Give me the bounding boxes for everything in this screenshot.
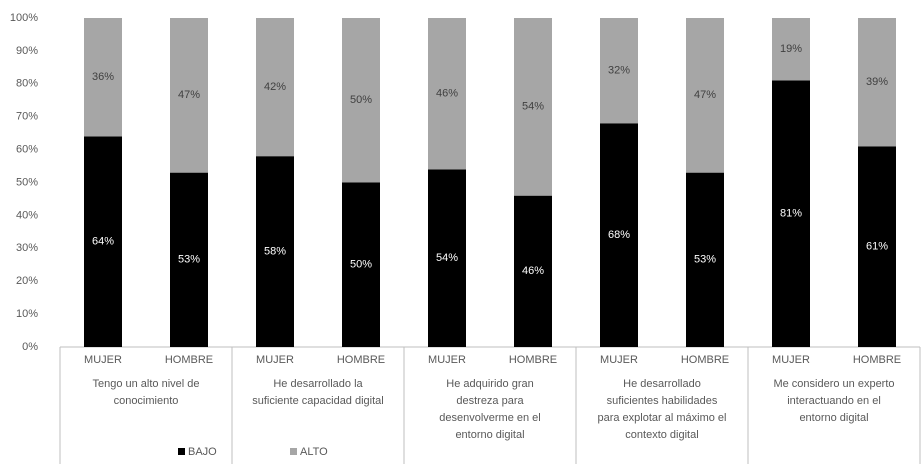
legend-swatch: [178, 448, 185, 455]
data-label: 19%: [780, 43, 802, 55]
x-tick-label: HOMBRE: [681, 354, 729, 366]
y-tick-label: 0%: [22, 341, 38, 353]
bar-segment: [600, 18, 638, 124]
data-label: 39%: [866, 76, 888, 88]
bar-segment: [84, 136, 122, 347]
group-label: He adquirido gran: [446, 378, 533, 390]
x-tick-label: MUJER: [772, 354, 810, 366]
data-label: 61%: [866, 241, 888, 253]
y-tick-label: 50%: [16, 176, 38, 188]
bar-segment: [170, 172, 208, 347]
data-label: 46%: [436, 88, 458, 100]
group-label: entorno digital: [799, 412, 868, 424]
bar-segment: [84, 18, 122, 137]
legend-swatch: [290, 448, 297, 455]
group-label: suficientes habilidades: [607, 395, 718, 407]
x-tick-label: HOMBRE: [337, 354, 385, 366]
x-tick-label: HOMBRE: [165, 354, 213, 366]
data-label: 42%: [264, 81, 286, 93]
group-label: entorno digital: [455, 429, 524, 441]
bar-segment: [772, 18, 810, 81]
data-label: 64%: [92, 236, 114, 248]
x-tick-label: MUJER: [600, 354, 638, 366]
bar-segment: [342, 182, 380, 347]
y-tick-label: 20%: [16, 275, 38, 287]
bar-segment: [600, 123, 638, 347]
data-label: 54%: [522, 101, 544, 113]
data-label: 68%: [608, 229, 630, 241]
bar-segment: [342, 18, 380, 183]
data-label: 81%: [780, 208, 802, 220]
group-label: suficiente capacidad digital: [252, 395, 383, 407]
group-label: destreza para: [456, 395, 524, 407]
bar-segment: [686, 172, 724, 347]
bar-segment: [686, 18, 724, 173]
x-tick-label: HOMBRE: [853, 354, 901, 366]
bar-segment: [428, 169, 466, 347]
x-tick-label: MUJER: [428, 354, 466, 366]
group-label: contexto digital: [625, 429, 698, 441]
group-label: para explotar al máximo el: [597, 412, 726, 424]
bar-segment: [256, 18, 294, 157]
x-tick-label: MUJER: [84, 354, 122, 366]
data-label: 32%: [608, 65, 630, 77]
bar-segment: [256, 156, 294, 347]
y-tick-label: 10%: [16, 308, 38, 320]
y-tick-label: 30%: [16, 242, 38, 254]
y-tick-label: 80%: [16, 78, 38, 90]
bar-segment: [514, 18, 552, 196]
group-label: interactuando en el: [787, 395, 881, 407]
data-label: 50%: [350, 94, 372, 106]
group-label: Me considero un experto: [773, 378, 894, 390]
data-label: 47%: [178, 89, 200, 101]
data-label: 50%: [350, 259, 372, 271]
legend-label: BAJO: [188, 446, 217, 458]
y-tick-label: 40%: [16, 209, 38, 221]
data-label: 47%: [694, 89, 716, 101]
bar-segment: [428, 18, 466, 170]
group-label: conocimiento: [114, 395, 179, 407]
bar-segment: [858, 18, 896, 147]
data-label: 53%: [694, 254, 716, 266]
data-label: 36%: [92, 71, 114, 83]
y-tick-label: 60%: [16, 144, 38, 156]
y-tick-label: 70%: [16, 111, 38, 123]
group-label: He desarrollado: [623, 378, 701, 390]
bar-segment: [170, 18, 208, 173]
legend-label: ALTO: [300, 446, 328, 458]
y-tick-label: 90%: [16, 45, 38, 57]
group-label: He desarrollado la: [273, 378, 363, 390]
data-label: 53%: [178, 254, 200, 266]
y-tick-label: 100%: [10, 12, 38, 24]
bar-segment: [858, 146, 896, 347]
x-tick-label: HOMBRE: [509, 354, 557, 366]
x-tick-label: MUJER: [256, 354, 294, 366]
bar-segment: [514, 195, 552, 347]
bar-segment: [772, 80, 810, 347]
data-label: 58%: [264, 245, 286, 257]
group-label: desenvolverme en el: [439, 412, 541, 424]
group-label: Tengo un alto nivel de: [92, 378, 199, 390]
data-label: 46%: [522, 265, 544, 277]
data-label: 54%: [436, 252, 458, 264]
